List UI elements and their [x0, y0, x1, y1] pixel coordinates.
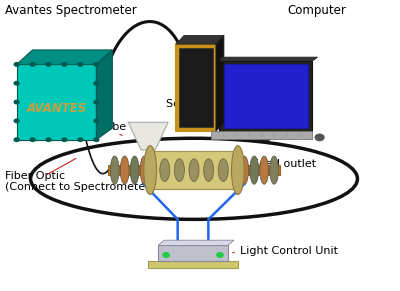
Text: AVANTES: AVANTES [26, 102, 87, 115]
Text: Seed outlet: Seed outlet [243, 159, 316, 169]
FancyBboxPatch shape [211, 131, 312, 139]
Circle shape [14, 100, 19, 104]
Text: Feed Tube: Feed Tube [70, 122, 126, 135]
Ellipse shape [260, 156, 268, 184]
Text: (Connect to Spectrometer): (Connect to Spectrometer) [5, 182, 154, 192]
Circle shape [30, 63, 35, 66]
FancyBboxPatch shape [224, 64, 308, 128]
FancyBboxPatch shape [158, 245, 228, 261]
Ellipse shape [232, 146, 244, 195]
Text: Seed inlet: Seed inlet [166, 99, 222, 116]
Circle shape [14, 63, 19, 66]
Ellipse shape [204, 159, 214, 181]
Circle shape [217, 253, 223, 257]
Text: Computer: Computer [288, 4, 346, 17]
FancyBboxPatch shape [176, 44, 216, 131]
Ellipse shape [130, 156, 139, 184]
FancyBboxPatch shape [150, 151, 238, 189]
Ellipse shape [250, 156, 258, 184]
FancyBboxPatch shape [219, 61, 312, 132]
Ellipse shape [174, 159, 184, 181]
FancyBboxPatch shape [258, 125, 269, 140]
FancyBboxPatch shape [238, 165, 280, 175]
Circle shape [163, 253, 169, 257]
Ellipse shape [110, 156, 119, 184]
Ellipse shape [240, 156, 249, 184]
Circle shape [94, 119, 99, 123]
Text: Fiber Optic: Fiber Optic [5, 171, 65, 181]
Ellipse shape [189, 159, 199, 181]
Polygon shape [158, 240, 234, 245]
Text: Avantes Spectrometer: Avantes Spectrometer [5, 4, 136, 17]
Circle shape [94, 63, 99, 66]
Polygon shape [219, 57, 318, 61]
Circle shape [62, 138, 67, 141]
Circle shape [78, 63, 83, 66]
Circle shape [46, 138, 51, 141]
Circle shape [94, 81, 99, 85]
FancyBboxPatch shape [148, 261, 238, 268]
Circle shape [14, 138, 19, 141]
Text: Light Control Unit: Light Control Unit [233, 246, 338, 256]
Ellipse shape [120, 156, 129, 184]
Circle shape [94, 138, 99, 141]
Text: Light Tube: Light Tube [242, 122, 309, 135]
FancyBboxPatch shape [108, 165, 150, 175]
Circle shape [14, 119, 19, 123]
Ellipse shape [218, 159, 228, 181]
Circle shape [94, 100, 99, 104]
Polygon shape [128, 122, 168, 150]
Circle shape [78, 138, 83, 141]
Circle shape [30, 138, 35, 141]
Polygon shape [96, 50, 112, 140]
Circle shape [46, 63, 51, 66]
Ellipse shape [160, 159, 170, 181]
Polygon shape [17, 50, 112, 64]
Circle shape [315, 134, 324, 141]
Polygon shape [216, 36, 224, 131]
Polygon shape [17, 64, 96, 140]
Polygon shape [176, 36, 224, 44]
Ellipse shape [144, 146, 156, 195]
FancyBboxPatch shape [179, 49, 213, 127]
Ellipse shape [140, 156, 148, 184]
Ellipse shape [270, 156, 278, 184]
Circle shape [62, 63, 67, 66]
Circle shape [14, 81, 19, 85]
